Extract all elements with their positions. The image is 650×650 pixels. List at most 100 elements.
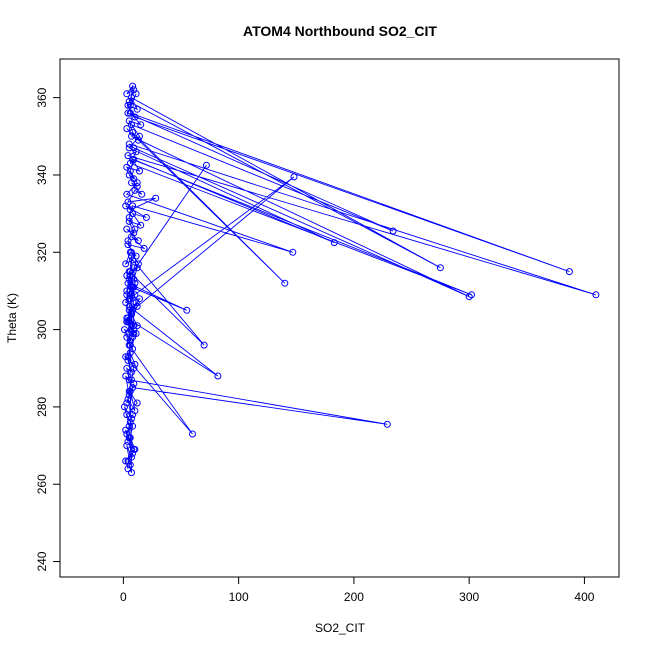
data-point xyxy=(132,90,140,98)
x-axis-label: SO2_CIT xyxy=(315,621,366,635)
data-point xyxy=(131,360,139,368)
data-point xyxy=(389,227,397,235)
data-point xyxy=(123,190,131,198)
data-point xyxy=(126,337,134,345)
data-point xyxy=(123,125,131,133)
series-line xyxy=(123,84,597,473)
data-point xyxy=(130,86,138,94)
data-point xyxy=(125,140,133,148)
data-point xyxy=(133,264,141,272)
data-point xyxy=(129,345,137,353)
data-point xyxy=(138,190,146,198)
data-point xyxy=(128,469,135,477)
data-point xyxy=(130,175,138,183)
x-tick-label: 400 xyxy=(574,590,594,604)
data-point xyxy=(132,299,140,306)
data-point xyxy=(130,326,138,334)
x-tick-label: 200 xyxy=(344,590,364,604)
data-point xyxy=(124,101,132,109)
data-point xyxy=(128,453,135,461)
data-point xyxy=(130,229,138,237)
data-point xyxy=(126,295,134,303)
data-point xyxy=(124,241,132,249)
x-axis: 0 100 200 300 400 xyxy=(120,576,595,604)
data-point xyxy=(124,353,132,361)
data-point xyxy=(132,148,140,156)
y-tick-label: 280 xyxy=(35,397,49,417)
data-point xyxy=(133,399,141,407)
x-tick-label: 300 xyxy=(459,590,479,604)
data-point xyxy=(126,287,134,295)
data-point xyxy=(125,275,133,283)
data-point xyxy=(124,152,132,160)
data-point xyxy=(130,364,138,372)
data-point xyxy=(128,368,135,376)
data-point xyxy=(122,457,130,465)
data-point xyxy=(289,248,297,256)
data-point xyxy=(124,438,132,446)
data-point xyxy=(122,426,130,434)
data-point xyxy=(125,117,133,125)
data-point xyxy=(126,461,134,469)
data-point xyxy=(126,159,134,167)
data-point xyxy=(200,341,208,349)
data-point xyxy=(123,225,131,233)
data-point xyxy=(136,167,143,175)
data-point xyxy=(125,318,133,326)
data-point xyxy=(133,322,141,330)
data-point xyxy=(129,306,137,314)
data-point xyxy=(133,183,141,191)
data-point xyxy=(125,217,133,225)
data-point xyxy=(124,330,132,337)
data-point xyxy=(122,260,130,268)
data-point xyxy=(122,372,130,380)
data-point xyxy=(125,422,133,430)
data-point xyxy=(124,314,132,322)
y-tick-label: 340 xyxy=(35,165,49,185)
y-axis-label: Theta (K) xyxy=(5,293,19,343)
data-point xyxy=(130,144,138,152)
data-point xyxy=(383,420,391,428)
data-point xyxy=(137,221,145,229)
data-point xyxy=(136,132,143,140)
data-point xyxy=(281,279,289,287)
data-point xyxy=(124,237,132,245)
data-point xyxy=(124,457,132,465)
data-point xyxy=(125,98,133,105)
data-point xyxy=(124,279,132,287)
data-point xyxy=(121,403,128,411)
data-point xyxy=(565,268,573,276)
data-point xyxy=(134,136,142,144)
data-point xyxy=(124,357,132,364)
data-point xyxy=(129,82,137,90)
data-point xyxy=(129,210,137,218)
data-point xyxy=(130,264,138,272)
data-point xyxy=(134,237,142,245)
data-point xyxy=(130,322,138,330)
x-tick-label: 0 xyxy=(120,590,127,604)
data-point xyxy=(134,260,142,268)
y-tick-label: 260 xyxy=(35,474,49,494)
data-point xyxy=(130,156,138,163)
data-point xyxy=(131,279,139,287)
data-point xyxy=(152,194,160,202)
data-point xyxy=(131,113,139,121)
data-point xyxy=(130,275,138,283)
data-point xyxy=(123,287,131,295)
data-point xyxy=(121,326,128,334)
data-point xyxy=(125,214,133,221)
data-point xyxy=(126,206,134,214)
data-point xyxy=(122,299,130,306)
data-point xyxy=(125,306,133,314)
data-point xyxy=(128,94,135,102)
data-point xyxy=(131,445,139,453)
data-point xyxy=(123,163,131,171)
data-point xyxy=(142,214,150,221)
data-point xyxy=(129,256,137,264)
data-point xyxy=(128,376,135,384)
data-point xyxy=(183,306,191,314)
data-point xyxy=(129,202,137,210)
data-point xyxy=(128,248,135,256)
y-tick-label: 320 xyxy=(35,242,49,262)
